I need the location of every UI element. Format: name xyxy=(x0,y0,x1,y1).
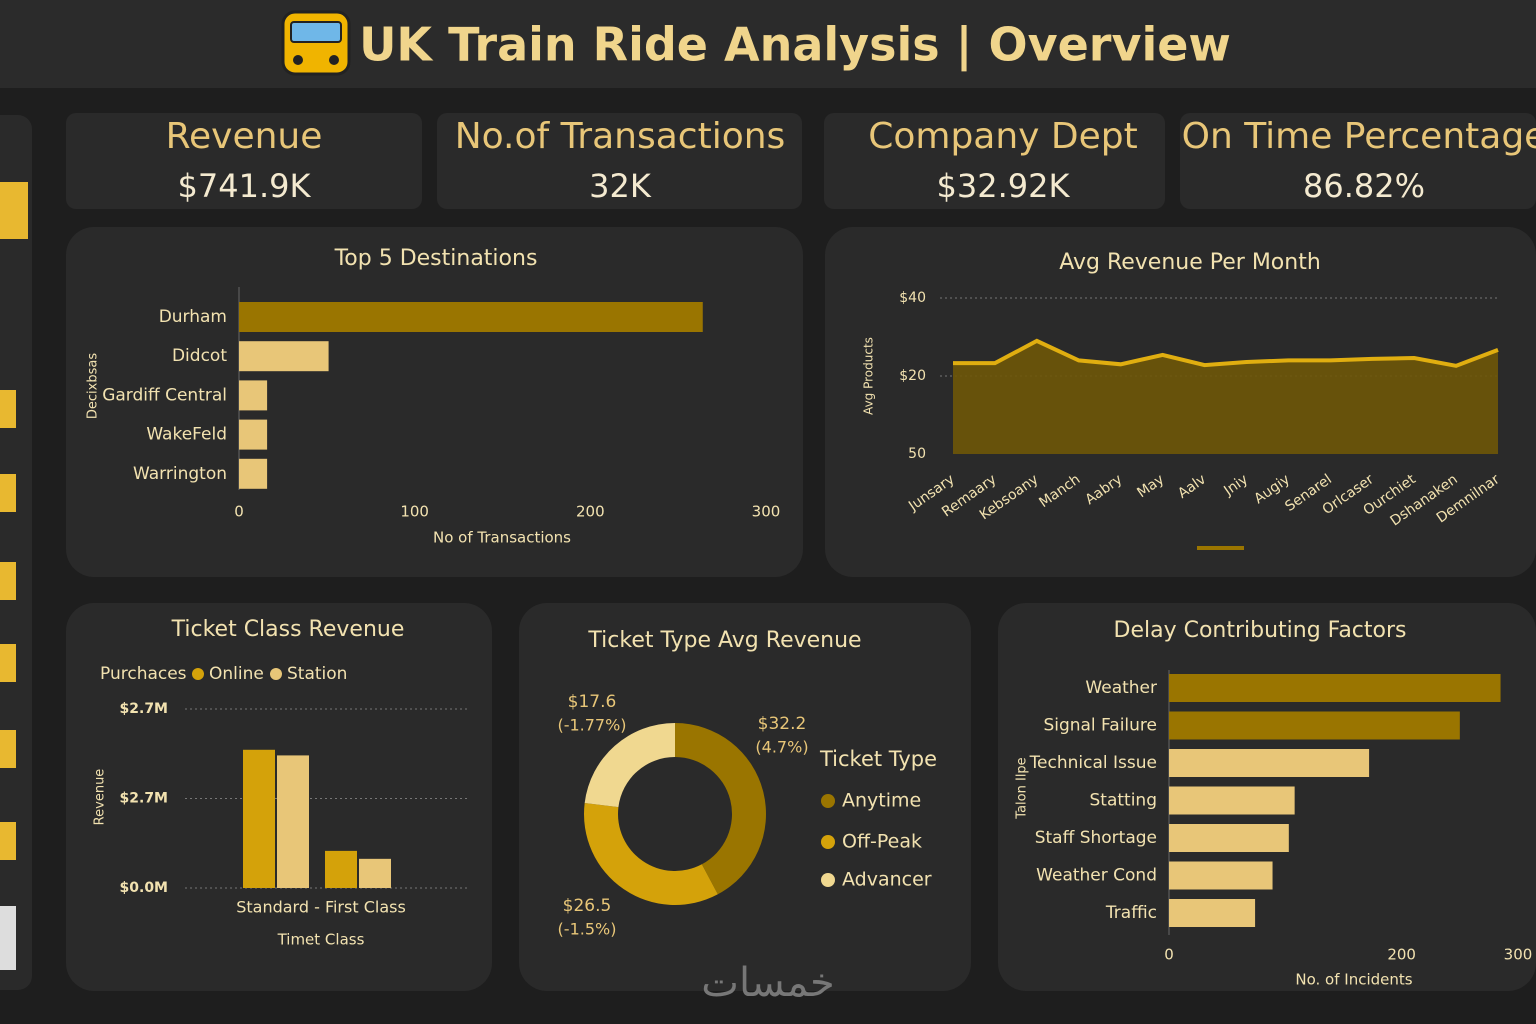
bar xyxy=(359,858,391,888)
sidebar xyxy=(0,115,32,990)
x-axis-label: Timet Class xyxy=(277,931,365,949)
x-axis-label: No. of Incidents xyxy=(1295,971,1412,989)
y-tick-label: Signal Failure xyxy=(1043,716,1157,736)
kpi-label: No.of Transactions xyxy=(455,116,786,157)
y-tick-label: Weather Cond xyxy=(1036,866,1157,886)
y-tick-label: 50 xyxy=(908,446,926,462)
x-tick-label: 300 xyxy=(1504,946,1533,964)
bar xyxy=(239,380,268,411)
kpi-value: $32.92K xyxy=(937,167,1071,205)
legend-label: Anytime xyxy=(842,790,921,812)
bar xyxy=(1169,749,1370,777)
y-tick-label: Warrington xyxy=(133,464,227,484)
header-bar xyxy=(0,0,1536,88)
x-tick-label: 200 xyxy=(1387,946,1416,964)
legend-swatch xyxy=(821,873,835,887)
legend-label: Station xyxy=(287,664,347,684)
y-tick-label: $0.0M xyxy=(120,880,168,896)
watermark: خمسات xyxy=(701,960,834,1006)
x-tick-label: 100 xyxy=(400,503,429,521)
change-label: (-1.77%) xyxy=(557,716,626,735)
bar xyxy=(239,458,268,489)
kpi-value: 32K xyxy=(589,167,652,205)
bar xyxy=(1169,899,1256,927)
y-tick-label: Didcot xyxy=(172,346,227,366)
chart-title: Ticket Type Avg Revenue xyxy=(587,628,861,653)
legend-label: Online xyxy=(209,664,264,684)
kpi-value: $741.9K xyxy=(178,167,312,205)
change-label: (-1.5%) xyxy=(558,920,617,939)
bar xyxy=(277,755,309,888)
bar xyxy=(239,302,703,332)
donut-segment xyxy=(584,723,675,808)
area xyxy=(953,340,1498,454)
x-tick-label: 0 xyxy=(1164,946,1174,964)
y-tick-label: $20 xyxy=(899,368,926,384)
page-title: UK Train Ride Analysis | Overview xyxy=(359,18,1231,73)
bar xyxy=(243,749,275,888)
kpi-label: Revenue xyxy=(166,116,323,157)
bar xyxy=(325,850,357,888)
bar xyxy=(239,419,268,450)
legend-label: Advancer xyxy=(842,869,932,891)
value-label: $26.5 xyxy=(563,896,612,916)
x-tick-label: 300 xyxy=(752,503,781,521)
bar xyxy=(1169,824,1289,852)
y-tick-label: Staff Shortage xyxy=(1035,828,1157,848)
y-tick-label: Weather xyxy=(1085,678,1157,698)
y-axis-label: Revenue xyxy=(93,769,108,826)
chart-title: Top 5 Destinations xyxy=(334,246,538,271)
chart-title: Avg Revenue Per Month xyxy=(1059,250,1321,275)
y-tick-label: WakeFeld xyxy=(146,425,227,445)
kpi-label: On Time Percentage xyxy=(1182,116,1536,157)
category-caption: Standard - First Class xyxy=(236,898,406,917)
y-tick-label: Gardiff Central xyxy=(102,385,227,405)
y-axis-label: Talon Ilpe xyxy=(1015,757,1030,819)
legend-label: Off-Peak xyxy=(842,831,922,853)
y-tick-label: Traffic xyxy=(1105,903,1157,923)
donut-segment xyxy=(584,802,718,905)
y-axis-label: Avg Products xyxy=(862,337,876,415)
y-axis-label: Decixbsas xyxy=(86,353,101,419)
bar xyxy=(1169,861,1273,890)
legend-swatch xyxy=(192,668,204,680)
y-tick-label: Technical Issue xyxy=(1029,753,1157,773)
y-tick-label: $2.7M xyxy=(120,701,168,717)
change-label: (4.7%) xyxy=(755,738,808,757)
bar xyxy=(1169,711,1460,740)
kpi-label: Company Dept xyxy=(868,116,1138,157)
value-label: $17.6 xyxy=(568,692,617,712)
y-tick-label: Statting xyxy=(1090,791,1158,811)
bar xyxy=(1169,674,1501,702)
legend-title: Ticket Type xyxy=(819,747,937,771)
y-tick-label: $40 xyxy=(899,290,926,306)
value-label: $32.2 xyxy=(758,714,807,734)
line xyxy=(953,338,1499,368)
legend-swatch xyxy=(821,794,835,808)
legend-swatch xyxy=(821,835,835,849)
x-tick-label: 200 xyxy=(576,503,605,521)
x-axis-label: No of Transactions xyxy=(433,529,571,547)
legend-title: Purchaces xyxy=(100,664,187,684)
chart-title: Ticket Class Revenue xyxy=(171,617,405,642)
donut-segment xyxy=(675,723,767,895)
bar xyxy=(1169,786,1295,815)
chart-title: Delay Contributing Factors xyxy=(1114,618,1407,643)
train-icon xyxy=(281,10,351,76)
bar xyxy=(239,341,329,372)
legend-swatch xyxy=(270,668,282,680)
y-tick-label: Durham xyxy=(159,307,227,327)
y-tick-label: $2.7M xyxy=(120,791,168,807)
x-tick-label: 0 xyxy=(234,503,244,521)
kpi-value: 86.82% xyxy=(1303,167,1425,205)
